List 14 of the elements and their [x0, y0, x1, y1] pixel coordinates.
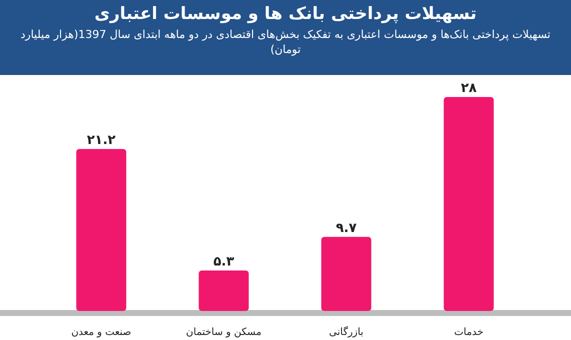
x-tick-label: صنعت و معدن: [71, 327, 132, 338]
data-label: ۹.۷: [336, 220, 357, 236]
bar: [321, 236, 372, 311]
data-label: ۵.۳: [213, 254, 234, 270]
x-tick-label: مسکن و ساختمان: [186, 327, 262, 338]
bar: [198, 270, 249, 311]
x-tick-label: بازرگانی: [329, 326, 364, 338]
chart-subtitle: تسهیلات پرداختی بانک‌ها و موسسات اعتباری به تفکیک بخش‌های اقتصادی در دو ماهه ابتدای سال 1397(هزار میلیارد تومان): [19, 27, 552, 57]
data-label: ۲۸: [460, 81, 477, 96]
data-label: ۲۱.۲: [86, 132, 116, 148]
chart-title: تسهیلات پرداختی بانک ها و موسسات اعتباری: [93, 3, 478, 25]
bar: [444, 97, 494, 311]
bar: [76, 148, 126, 311]
x-tick-label: خدمات: [454, 327, 484, 338]
